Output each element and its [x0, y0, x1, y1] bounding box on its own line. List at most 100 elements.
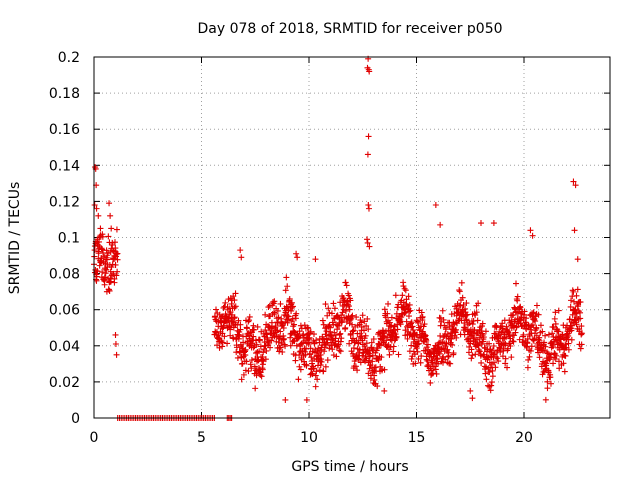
- data-point: [346, 320, 353, 327]
- data-point: [364, 315, 371, 322]
- data-point: [242, 352, 249, 359]
- data-point: [221, 333, 228, 340]
- data-point: [550, 360, 557, 367]
- data-point: [108, 225, 115, 232]
- y-tick-label: 0.16: [49, 122, 80, 138]
- data-point: [253, 350, 260, 357]
- data-point: [524, 335, 531, 342]
- data-point: [469, 321, 476, 328]
- data-point: [366, 68, 373, 75]
- data-point: [231, 314, 238, 321]
- data-point: [106, 287, 113, 294]
- data-point: [370, 335, 377, 342]
- data-point: [227, 326, 234, 333]
- data-point: [468, 355, 475, 362]
- data-point: [354, 367, 361, 374]
- data-point: [363, 322, 370, 329]
- data-point: [287, 331, 294, 338]
- data-point: [250, 333, 257, 340]
- data-point: [547, 380, 554, 387]
- data-point: [578, 323, 585, 330]
- data-point: [349, 321, 356, 328]
- data-point: [353, 314, 360, 321]
- data-point: [340, 296, 347, 303]
- data-point: [294, 254, 301, 261]
- data-point: [392, 292, 399, 299]
- data-point: [243, 358, 250, 365]
- data-point: [403, 318, 410, 325]
- data-point: [262, 342, 269, 349]
- data-point: [544, 350, 551, 357]
- data-point: [577, 345, 584, 352]
- data-point: [435, 360, 442, 367]
- data-point: [222, 299, 229, 306]
- data-point: [442, 326, 449, 333]
- data-point: [447, 360, 454, 367]
- y-tick-label: 0.14: [49, 158, 80, 174]
- data-point: [551, 315, 558, 322]
- data-point: [236, 332, 243, 339]
- data-point: [112, 340, 119, 347]
- data-point: [334, 326, 341, 333]
- data-point: [274, 307, 281, 314]
- data-point: [347, 297, 354, 304]
- data-point: [405, 293, 412, 300]
- data-point: [371, 376, 378, 383]
- data-point: [345, 292, 352, 299]
- data-point: [107, 212, 114, 219]
- data-point: [310, 365, 317, 372]
- data-point: [528, 343, 535, 350]
- data-point: [262, 327, 269, 334]
- data-point: [436, 350, 443, 357]
- data-point: [382, 314, 389, 321]
- data-point: [364, 236, 371, 243]
- data-point: [459, 294, 466, 301]
- data-point: [457, 302, 464, 309]
- data-point: [544, 378, 551, 385]
- data-point: [552, 309, 559, 316]
- data-point: [321, 348, 328, 355]
- data-point: [542, 343, 549, 350]
- data-point: [248, 365, 255, 372]
- data-point: [527, 347, 534, 354]
- data-point: [439, 307, 446, 314]
- data-point: [330, 352, 337, 359]
- data-point: [539, 328, 546, 335]
- data-point: [336, 322, 343, 329]
- data-point: [427, 349, 434, 356]
- data-point: [238, 376, 245, 383]
- data-point: [91, 243, 98, 250]
- data-point: [282, 343, 289, 350]
- data-point: [278, 340, 285, 347]
- data-point: [109, 239, 116, 246]
- data-point: [478, 220, 484, 227]
- data-point: [259, 354, 266, 361]
- data-point: [473, 309, 480, 316]
- data-point: [578, 331, 585, 338]
- data-point: [329, 346, 336, 353]
- data-point: [415, 340, 422, 347]
- data-point: [555, 328, 562, 335]
- data-point: [330, 300, 337, 307]
- data-point: [108, 264, 115, 271]
- data-point: [253, 341, 260, 348]
- data-point: [502, 355, 509, 362]
- data-point: [355, 339, 362, 346]
- data-point: [348, 348, 355, 355]
- data-point: [346, 340, 353, 347]
- data-point: [508, 354, 515, 361]
- data-point: [416, 327, 423, 334]
- data-point: [513, 280, 519, 287]
- data-point: [490, 343, 497, 350]
- data-point: [250, 322, 257, 329]
- data-point: [327, 324, 334, 331]
- x-tick-label: 10: [300, 430, 318, 446]
- data-point: [350, 327, 357, 334]
- data-point: [307, 345, 314, 352]
- data-point: [574, 286, 581, 293]
- data-point: [514, 310, 521, 317]
- data-point: [562, 352, 569, 359]
- data-point: [93, 205, 100, 212]
- data-point: [366, 243, 373, 250]
- data-point: [342, 307, 349, 314]
